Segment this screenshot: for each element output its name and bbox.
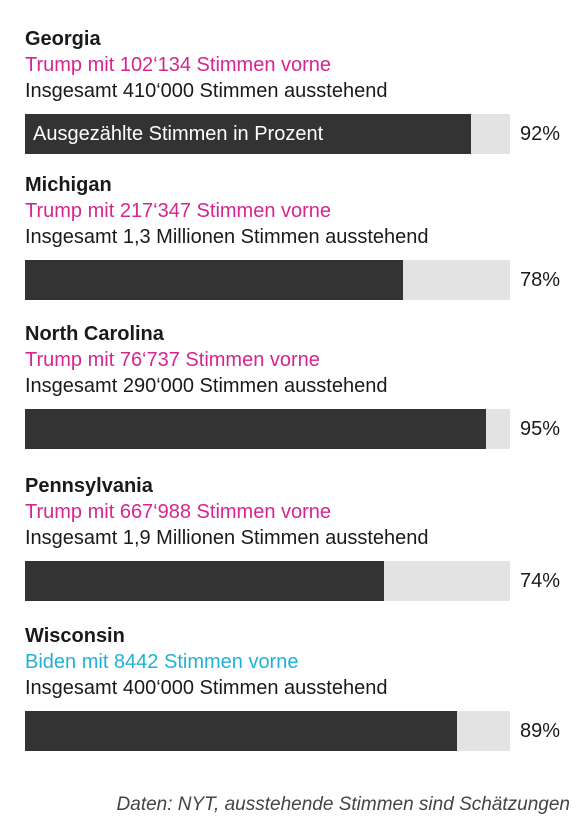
- lead-text: Biden mit 8442 Stimmen vorne: [25, 651, 299, 673]
- lead-text: Trump mit 102‘134 Stimmen vorne: [25, 54, 332, 76]
- outstanding-text: Insgesamt 1,9 Millionen Stimmen ausstehe…: [25, 527, 429, 549]
- percent-label: 92%: [520, 123, 561, 145]
- state-block-michigan: Michigan Trump mit 217‘347 Stimmen vorne…: [25, 172, 570, 300]
- state-block-pennsylvania: Pennsylvania Trump mit 667‘988 Stimmen v…: [25, 473, 570, 601]
- bar-fill-north-carolina: [25, 409, 486, 449]
- bar-row: 74%: [25, 561, 570, 601]
- bar-track: [25, 711, 510, 751]
- bar-track: Ausgezählte Stimmen in Prozent: [25, 114, 510, 154]
- outstanding-text: Insgesamt 410‘000 Stimmen ausstehend: [25, 80, 388, 102]
- bar-fill-michigan: [25, 260, 403, 300]
- bar-fill-georgia: [25, 114, 471, 154]
- lead-text: Trump mit 667‘988 Stimmen vorne: [25, 501, 332, 523]
- lead-text: Trump mit 76‘737 Stimmen vorne: [25, 349, 320, 371]
- bar-fill-wisconsin: [25, 711, 457, 751]
- bar-row: 78%: [25, 260, 570, 300]
- bar-fill-pennsylvania: [25, 561, 384, 601]
- source-note: Daten: NYT, ausstehende Stimmen sind Sch…: [116, 794, 570, 815]
- state-name: Wisconsin: [25, 625, 125, 647]
- bar-track: [25, 561, 510, 601]
- percent-label: 95%: [520, 418, 561, 440]
- bar-row: 89%: [25, 711, 570, 751]
- bar-row: 95%: [25, 409, 570, 449]
- state-block-north-carolina: North Carolina Trump mit 76‘737 Stimmen …: [25, 321, 570, 449]
- state-name: Pennsylvania: [25, 475, 153, 497]
- state-name: North Carolina: [25, 323, 164, 345]
- outstanding-text: Insgesamt 1,3 Millionen Stimmen ausstehe…: [25, 226, 429, 248]
- state-name: Georgia: [25, 28, 101, 50]
- outstanding-text: Insgesamt 290‘000 Stimmen ausstehend: [25, 375, 388, 397]
- state-block-georgia: Georgia Trump mit 102‘134 Stimmen vorne …: [25, 26, 570, 154]
- bar-label: Ausgezählte Stimmen in Prozent: [33, 123, 324, 145]
- outstanding-text: Insgesamt 400‘000 Stimmen ausstehend: [25, 677, 388, 699]
- lead-text: Trump mit 217‘347 Stimmen vorne: [25, 200, 332, 222]
- bar-row: Ausgezählte Stimmen in Prozent 92%: [25, 114, 570, 154]
- bar-track: [25, 409, 510, 449]
- state-name: Michigan: [25, 174, 112, 196]
- percent-label: 89%: [520, 720, 561, 742]
- percent-label: 78%: [520, 269, 561, 291]
- percent-label: 74%: [520, 570, 561, 592]
- bar-track: [25, 260, 510, 300]
- state-block-wisconsin: Wisconsin Biden mit 8442 Stimmen vorne I…: [25, 623, 570, 751]
